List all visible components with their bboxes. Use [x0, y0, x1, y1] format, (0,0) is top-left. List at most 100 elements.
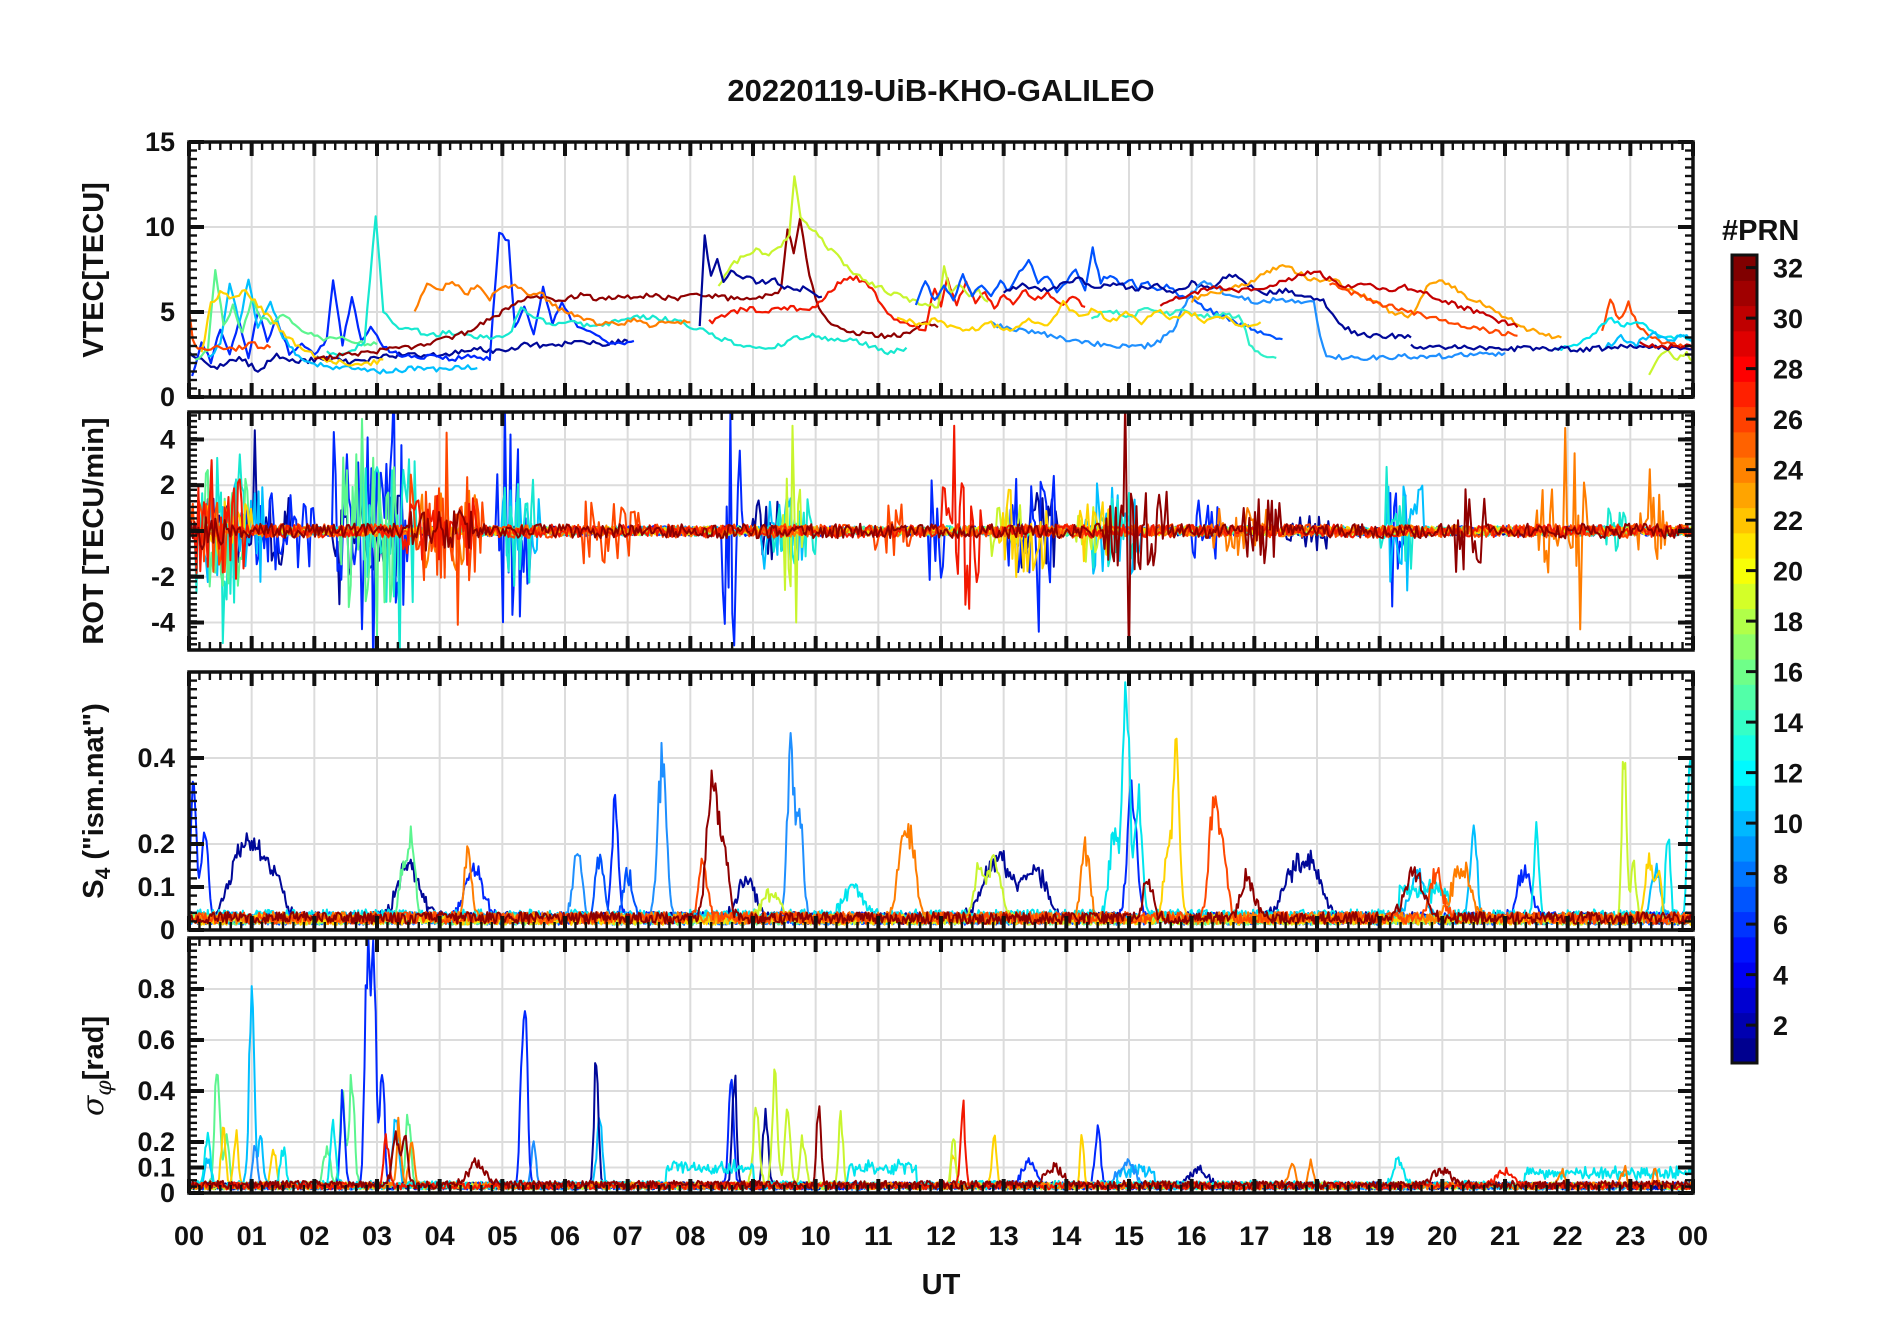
- x-tick-label: 00: [174, 1221, 204, 1251]
- colorbar-block: [1732, 482, 1757, 509]
- colorbar-block: [1732, 835, 1757, 862]
- y-tick-label: -4: [151, 608, 175, 638]
- colorbar-tick-label: 32: [1773, 254, 1803, 284]
- series-line: [1554, 316, 1693, 351]
- series-line: [1159, 270, 1519, 329]
- colorbar-tick-label: 14: [1773, 708, 1803, 738]
- s4-label-suffix: ("ism.mat"): [78, 703, 110, 867]
- x-tick-label: 11: [864, 1221, 893, 1251]
- chart-title: 20220119-UiB-KHO-GALILEO: [727, 73, 1154, 108]
- rot-y-axis-label: ROT [TECU/min]: [78, 417, 110, 644]
- colorbar-tick-label: 12: [1773, 759, 1803, 789]
- colorbar-block: [1732, 330, 1757, 357]
- x-tick-label: 17: [1239, 1221, 1269, 1251]
- colorbar-block: [1732, 633, 1757, 660]
- x-tick-label: 21: [1490, 1221, 1520, 1251]
- colorbar-frame: [1730, 253, 1759, 1065]
- y-tick-label: -2: [151, 562, 175, 592]
- series-line: [314, 217, 939, 362]
- x-tick-label: 22: [1553, 1221, 1583, 1251]
- y-tick-label: 0: [160, 382, 175, 412]
- x-tick-label: 01: [237, 1221, 267, 1251]
- series-line: [191, 231, 635, 377]
- series-line: [1639, 341, 1693, 351]
- colorbar-tick-label: 8: [1773, 860, 1788, 890]
- colorbar-block: [1732, 734, 1757, 761]
- y-tick-label: 0.6: [137, 1025, 175, 1055]
- x-tick-label: 15: [1114, 1221, 1144, 1251]
- x-tick-label: 09: [738, 1221, 768, 1251]
- series-line: [189, 338, 629, 373]
- x-tick-label: 07: [613, 1221, 643, 1251]
- y-tick-label: 0: [160, 1178, 175, 1208]
- colorbar-block: [1732, 280, 1757, 307]
- series-line: [698, 234, 823, 327]
- s4-label-prefix: S: [78, 879, 110, 898]
- colorbar-block: [1732, 987, 1757, 1014]
- panel-vtec: 0 5 10 15: [145, 127, 1695, 412]
- series-line: [708, 275, 1086, 332]
- colorbar-tick-label: 22: [1773, 506, 1803, 536]
- series-line: [914, 246, 1283, 341]
- s4-label-subscript: 4: [92, 867, 115, 879]
- colorbar-tick-label: 16: [1773, 658, 1803, 688]
- panel-sigma_phi: 00.10.2 0.4 0.6 0.8: [137, 936, 1695, 1208]
- y-tick-label: 15: [145, 127, 175, 157]
- colorbar-tick-label: 26: [1773, 405, 1803, 435]
- series-line: [413, 280, 691, 329]
- y-tick-label: 4: [160, 424, 175, 454]
- series-line: [1002, 273, 1412, 340]
- series-line: [717, 175, 989, 309]
- colorbar-block: [1732, 1037, 1757, 1064]
- x-tick-label: 08: [675, 1221, 705, 1251]
- x-tick-label: 04: [425, 1221, 455, 1251]
- x-tick-label: 23: [1615, 1221, 1645, 1251]
- colorbar-tick-label: 10: [1773, 809, 1803, 839]
- sigma-label-subscript: φ: [92, 1080, 117, 1096]
- series-line: [896, 299, 1262, 332]
- colorbar-block: [1732, 936, 1757, 963]
- series-line: [194, 269, 378, 361]
- series-line: [189, 309, 272, 352]
- series-line: [1329, 282, 1518, 337]
- x-tick-label: 06: [550, 1221, 580, 1251]
- colorbar-block: [1732, 583, 1757, 610]
- colorbar-tick-label: 28: [1773, 355, 1803, 385]
- colorbar-block: [1732, 684, 1757, 711]
- y-tick-label: 0.4: [137, 743, 175, 773]
- y-tick-label: 0.1: [137, 872, 175, 902]
- series-line: [1604, 331, 1693, 349]
- colorbar-block: [1732, 431, 1757, 458]
- sigma-label-prefix: σ: [76, 1094, 111, 1116]
- x-tick-label: 12: [926, 1221, 956, 1251]
- y-tick-label: 5: [160, 297, 175, 327]
- s4-y-axis-label: S4 ("ism.mat"): [78, 703, 115, 899]
- x-tick-label: 16: [1177, 1221, 1207, 1251]
- x-tick-label: 00: [1678, 1221, 1708, 1251]
- colorbar-title: #PRN: [1722, 215, 1799, 247]
- x-tick-label: 18: [1302, 1221, 1332, 1251]
- x-tick-label: 10: [801, 1221, 831, 1251]
- panel-s4: 0 0.1 0.2 0.4: [137, 670, 1695, 945]
- y-tick-label: 0: [160, 516, 175, 546]
- x-tick-label: 05: [487, 1221, 517, 1251]
- sigma-phi-y-axis-label: σφ[rad]: [76, 1016, 117, 1116]
- vtec-y-axis-label: VTEC[TECU]: [78, 182, 110, 358]
- colorbar-block: [1732, 381, 1757, 408]
- colorbar-tick-label: 6: [1773, 910, 1788, 940]
- y-tick-label: 0.2: [137, 829, 175, 859]
- x-tick-label: 19: [1365, 1221, 1395, 1251]
- series-line: [990, 280, 1506, 361]
- series-line: [200, 289, 384, 367]
- colorbar-tick-label: 18: [1773, 607, 1803, 637]
- y-tick-label: 0.2: [137, 1127, 175, 1157]
- colorbar-block: [1732, 532, 1757, 559]
- y-tick-label: 0.1: [137, 1153, 175, 1183]
- sigma-label-suffix: [rad]: [78, 1016, 110, 1080]
- y-tick-label: 2: [160, 470, 175, 500]
- y-tick-label: 10: [145, 212, 175, 242]
- x-tick-label: 20: [1427, 1221, 1457, 1251]
